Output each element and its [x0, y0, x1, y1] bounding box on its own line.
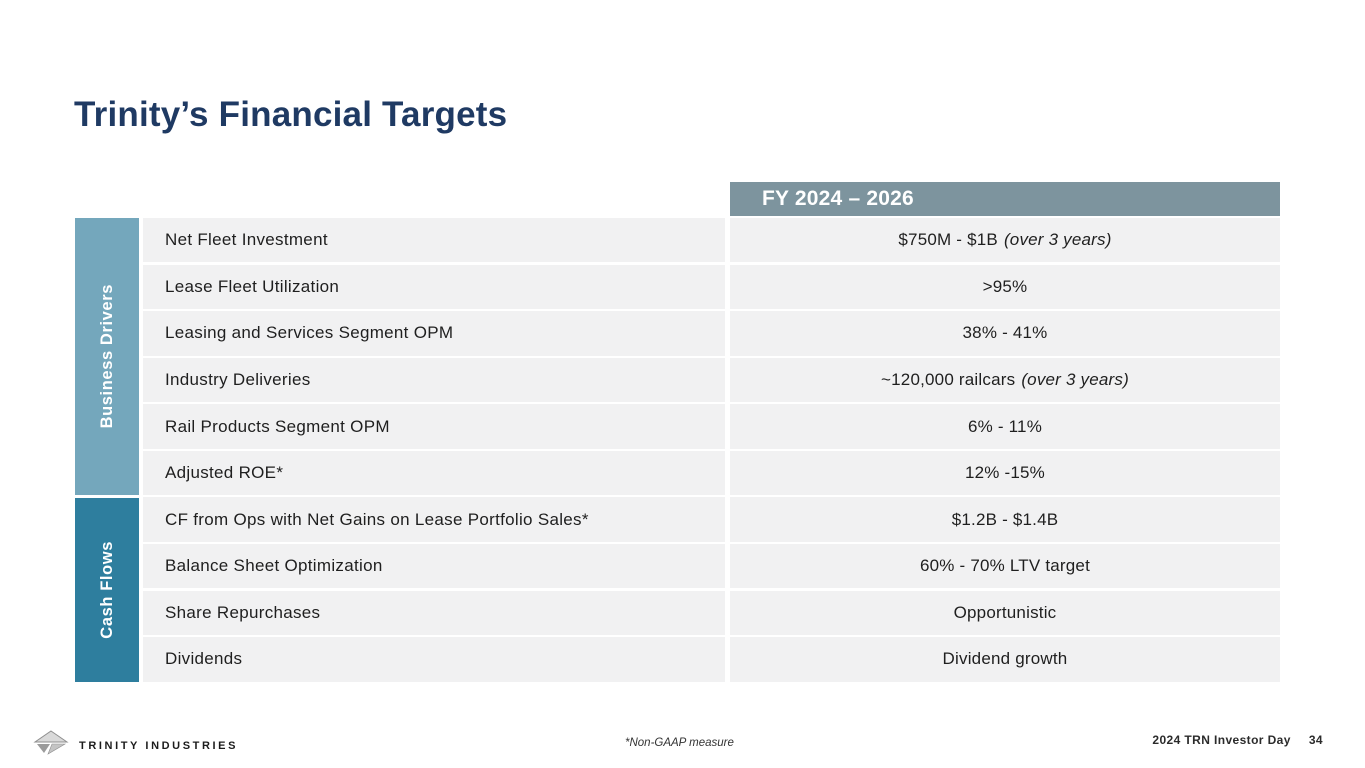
table-row: Share Repurchases Opportunistic	[143, 590, 1280, 636]
row-value-text: $750M - $1B	[898, 230, 998, 250]
footer-right: 2024 TRN Investor Day 34	[1152, 733, 1323, 747]
column-header-label: FY 2024 – 2026	[762, 187, 914, 210]
row-label: Balance Sheet Optimization	[143, 544, 725, 589]
row-value-text: 6% - 11%	[967, 416, 1043, 436]
row-label: CF from Ops with Net Gains on Lease Port…	[143, 497, 725, 542]
brand-name: TRINITY INDUSTRIES	[79, 739, 239, 752]
group-band-cash-flows: Cash Flows	[75, 497, 139, 682]
table-row: Industry Deliveries ~120,000 railcars (ov…	[143, 357, 1280, 403]
row-value: 12% -15%	[730, 450, 1280, 496]
row-label: Net Fleet Investment	[143, 218, 725, 263]
trinity-logo-icon	[33, 730, 69, 761]
row-value-text: 12% -15%	[964, 463, 1046, 483]
financial-targets-table: Net Fleet Investment $750M - $1B (over 3 …	[143, 218, 1280, 682]
table-row: Lease Fleet Utilization >95%	[143, 264, 1280, 309]
page-title: Trinity’s Financial Targets	[74, 95, 508, 135]
row-value: $750M - $1B (over 3 years)	[730, 218, 1280, 263]
row-value-text: 60% - 70% LTV target	[920, 556, 1090, 576]
row-value: 38% - 41%	[730, 311, 1280, 356]
row-value-text: Dividend growth	[942, 649, 1068, 669]
table-row: Net Fleet Investment $750M - $1B (over 3 …	[143, 218, 1280, 263]
table-row: Adjusted ROE* 12% -15%	[143, 450, 1280, 496]
group-band-label: Business Drivers	[97, 284, 116, 429]
row-label: Leasing and Services Segment OPM	[143, 311, 725, 356]
group-band-business-drivers: Business Drivers	[75, 218, 139, 496]
row-label: Dividends	[143, 637, 725, 682]
row-value: Dividend growth	[730, 637, 1280, 682]
group-band-label: Cash Flows	[97, 541, 116, 639]
row-value: >95%	[730, 264, 1280, 309]
row-value: 6% - 11%	[730, 404, 1280, 449]
row-label: Adjusted ROE*	[143, 450, 725, 496]
row-label: Lease Fleet Utilization	[143, 264, 725, 309]
row-value-note: (over 3 years)	[1003, 230, 1112, 250]
row-value: Opportunistic	[730, 590, 1280, 636]
row-label: Industry Deliveries	[143, 357, 725, 403]
table-row: CF from Ops with Net Gains on Lease Port…	[143, 497, 1280, 542]
row-value-text: $1.2B - $1.4B	[951, 509, 1059, 529]
footer-logo: TRINITY INDUSTRIES	[33, 730, 238, 761]
row-value-note: (over 3 years)	[1021, 369, 1129, 389]
footer-event-label: 2024 TRN Investor Day	[1152, 733, 1291, 747]
table-column-header-fy-2024-2026: FY 2024 – 2026	[730, 182, 1280, 216]
row-value-text: 38% - 41%	[962, 323, 1048, 343]
row-label: Rail Products Segment OPM	[143, 404, 725, 449]
row-value-text: ~120,000 railcars	[881, 369, 1016, 389]
row-value: ~120,000 railcars (over 3 years)	[730, 357, 1280, 403]
page-number: 34	[1308, 733, 1323, 747]
row-label: Share Repurchases	[143, 590, 725, 636]
row-value: 60% - 70% LTV target	[730, 544, 1280, 589]
row-value-text: Opportunistic	[953, 602, 1057, 622]
table-row: Leasing and Services Segment OPM 38% - 4…	[143, 311, 1280, 356]
table-row: Balance Sheet Optimization 60% - 70% LTV…	[143, 544, 1280, 589]
row-value: $1.2B - $1.4B	[730, 497, 1280, 542]
table-row: Rail Products Segment OPM 6% - 11%	[143, 404, 1280, 449]
row-value-text: >95%	[982, 276, 1028, 296]
footnote-non-gaap: *Non-GAAP measure	[625, 737, 734, 749]
table-row: Dividends Dividend growth	[143, 637, 1280, 682]
